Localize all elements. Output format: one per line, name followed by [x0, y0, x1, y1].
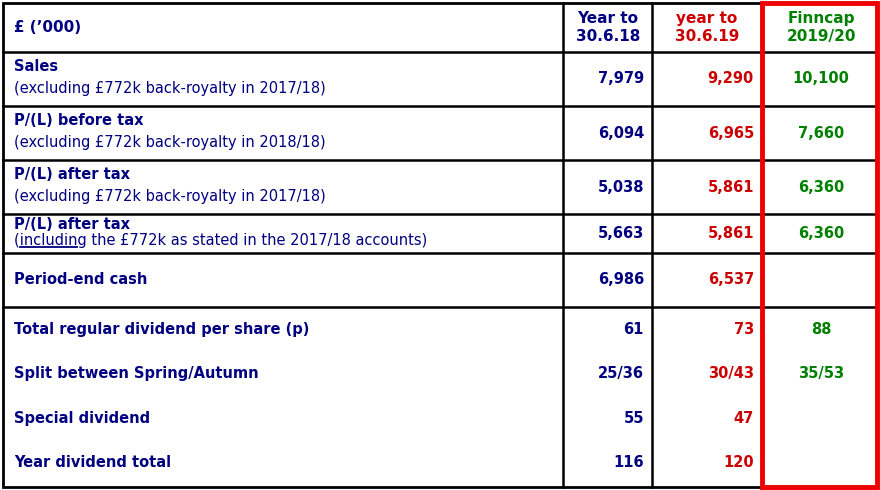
Text: 55: 55	[624, 411, 644, 426]
Text: 7,979: 7,979	[598, 72, 644, 87]
Text: 6,965: 6,965	[708, 125, 754, 141]
Text: Period-end cash: Period-end cash	[14, 272, 147, 288]
Text: Sales: Sales	[14, 59, 58, 74]
Text: 25/36: 25/36	[598, 366, 644, 381]
Text: Special dividend: Special dividend	[14, 411, 150, 426]
Text: 30/43: 30/43	[708, 366, 754, 381]
Text: 120: 120	[723, 455, 754, 470]
Text: 35/53: 35/53	[798, 366, 844, 381]
Text: 6,360: 6,360	[798, 179, 844, 195]
Text: 6,094: 6,094	[598, 125, 644, 141]
Text: (excluding £772k back-royalty in 2017/18): (excluding £772k back-royalty in 2017/18…	[14, 189, 326, 204]
Text: 5,861: 5,861	[708, 226, 754, 241]
Text: P/(L) after tax: P/(L) after tax	[14, 217, 130, 232]
Text: Split between Spring/Autumn: Split between Spring/Autumn	[14, 366, 259, 381]
Text: 5,861: 5,861	[708, 179, 754, 195]
Text: 9,290: 9,290	[708, 72, 754, 87]
Text: Total regular dividend per share (p): Total regular dividend per share (p)	[14, 322, 310, 337]
Text: (including the £772k as stated in the 2017/18 accounts): (including the £772k as stated in the 20…	[14, 233, 428, 248]
Text: 116: 116	[613, 455, 644, 470]
Text: Year dividend total: Year dividend total	[14, 455, 171, 470]
Text: 6,537: 6,537	[708, 272, 754, 288]
Text: P/(L) before tax: P/(L) before tax	[14, 113, 143, 128]
Text: 61: 61	[624, 322, 644, 337]
Text: (excluding £772k back-royalty in 2018/18): (excluding £772k back-royalty in 2018/18…	[14, 135, 326, 150]
Text: P/(L) after tax: P/(L) after tax	[14, 167, 130, 182]
Text: Finncap
2019/20: Finncap 2019/20	[786, 11, 855, 44]
Text: 10,100: 10,100	[793, 72, 849, 87]
Text: Year to
30.6.18: Year to 30.6.18	[576, 11, 640, 44]
Text: 6,986: 6,986	[598, 272, 644, 288]
Text: year to
30.6.19: year to 30.6.19	[675, 11, 739, 44]
Text: 73: 73	[734, 322, 754, 337]
Text: 7,660: 7,660	[798, 125, 844, 141]
Text: £ (’000): £ (’000)	[14, 20, 81, 35]
Bar	[762, 3, 877, 487]
Text: 6,360: 6,360	[798, 226, 844, 241]
Text: 5,038: 5,038	[598, 179, 644, 195]
Text: (excluding £772k back-royalty in 2017/18): (excluding £772k back-royalty in 2017/18…	[14, 81, 326, 96]
Text: 47: 47	[734, 411, 754, 426]
Text: 88: 88	[810, 322, 832, 337]
Text: 5,663: 5,663	[598, 226, 644, 241]
